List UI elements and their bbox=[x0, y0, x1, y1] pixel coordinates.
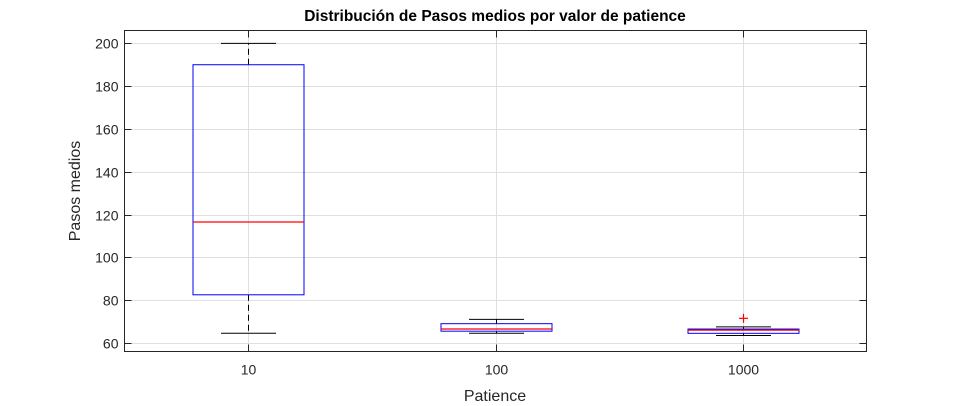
x-tick-label: 10 bbox=[241, 362, 257, 378]
outlier-marker bbox=[739, 313, 748, 323]
y-tick-label: 80 bbox=[103, 293, 119, 309]
y-tick-label: 200 bbox=[95, 36, 119, 52]
y-tick-label: 180 bbox=[95, 79, 119, 95]
grid-lines bbox=[124, 30, 867, 352]
box-iqr bbox=[192, 64, 305, 296]
chart-title: Distribución de Pasos medios por valor d… bbox=[304, 8, 686, 25]
y-tick-label: 160 bbox=[95, 122, 119, 138]
box-iqr bbox=[687, 328, 800, 334]
y-tick-label: 120 bbox=[95, 208, 119, 224]
box-10 bbox=[192, 42, 305, 334]
box-iqr bbox=[440, 323, 553, 332]
plot-area-frame bbox=[124, 30, 867, 352]
box-1000 bbox=[687, 313, 800, 336]
x-tick-label: 1000 bbox=[728, 362, 759, 378]
y-tick-label: 140 bbox=[95, 165, 119, 181]
box-100 bbox=[440, 318, 553, 334]
axis-ticks: 60 80 100 120 140 160 180 200 10 100 1000 bbox=[95, 30, 867, 378]
box-plot-series bbox=[192, 42, 800, 336]
x-axis-label: Patience bbox=[464, 388, 526, 405]
y-tick-label: 60 bbox=[103, 336, 119, 352]
y-tick-label: 100 bbox=[95, 250, 119, 266]
x-tick-label: 100 bbox=[485, 362, 509, 378]
y-axis-label: Pasos medios bbox=[67, 141, 84, 242]
